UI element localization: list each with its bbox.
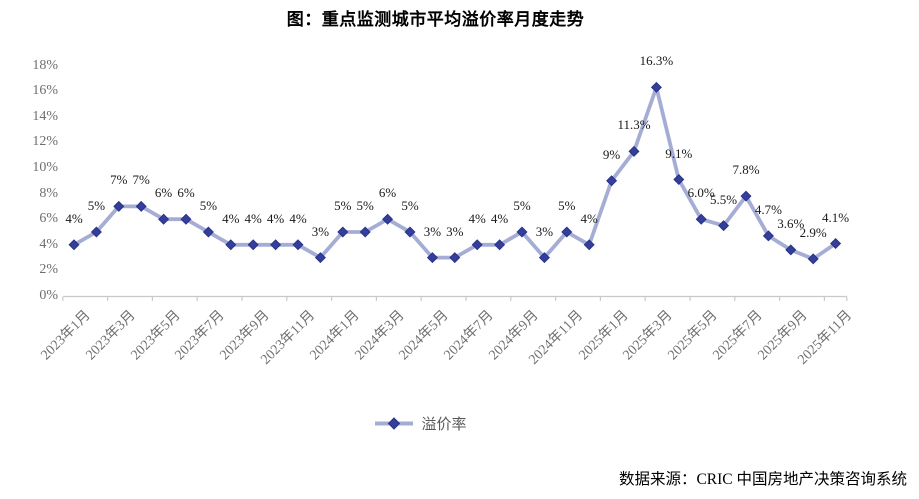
data-point-label: 9.1%: [665, 145, 693, 161]
data-point-label: 5%: [356, 198, 374, 213]
data-point-label: 3%: [535, 223, 554, 239]
data-point-marker: [292, 239, 304, 251]
data-point-label: 7%: [132, 172, 150, 188]
data-point-marker: [807, 253, 819, 265]
data-point-label: 4%: [244, 210, 262, 226]
data-point-label: 5%: [199, 198, 218, 213]
data-point-label: 4.1%: [822, 209, 850, 225]
data-point-label: 4%: [468, 210, 486, 226]
data-point-label: 5%: [513, 198, 531, 213]
data-point-marker: [113, 200, 125, 212]
data-point-label: 7.8%: [732, 162, 760, 178]
data-point-marker: [404, 226, 416, 238]
data-point-label: 7%: [110, 172, 128, 188]
data-point-label: 4%: [289, 210, 307, 226]
data-point-label: 4%: [65, 210, 83, 226]
data-point-label: 6%: [378, 185, 397, 201]
data-point-label: 4.7%: [754, 201, 782, 217]
data-point-marker: [225, 239, 237, 251]
source-note: 数据来源：CRIC 中国房地产决策咨询系统: [618, 471, 907, 488]
data-point-label: 4%: [266, 210, 285, 226]
y-axis-tick-label: 0%: [39, 288, 58, 303]
data-point-marker: [135, 200, 147, 212]
data-point-label: 5%: [401, 198, 419, 213]
data-point-label: 9%: [602, 146, 621, 162]
chart-title: 图：重点监测城市平均溢价率月度走势: [286, 10, 585, 29]
data-point-marker: [247, 239, 259, 251]
data-point-marker: [471, 239, 483, 251]
data-point-label: 3%: [423, 223, 442, 239]
y-axis-tick-label: 10%: [32, 160, 58, 175]
data-point-label: 5.5%: [710, 191, 738, 207]
y-axis-tick-label: 4%: [39, 236, 58, 252]
data-point-label: 6.0%: [687, 185, 715, 201]
y-axis-tick-label: 8%: [39, 185, 58, 201]
data-point-marker: [449, 252, 461, 264]
data-point-marker: [538, 252, 550, 264]
legend-line-marker-icon: [375, 417, 414, 430]
data-point-marker: [158, 213, 170, 225]
data-point-label: 6%: [177, 185, 195, 201]
y-axis-tick-label: 6%: [39, 211, 58, 227]
data-point-label: 5%: [87, 198, 106, 213]
y-axis-tick-label: 12%: [32, 134, 58, 150]
data-point-marker: [718, 220, 730, 232]
data-point-label: 4%: [580, 210, 598, 226]
y-axis-tick-label: 16%: [32, 83, 58, 99]
data-point-marker: [426, 252, 438, 264]
data-point-marker: [270, 239, 282, 251]
data-point-marker: [516, 226, 528, 238]
data-point-marker: [583, 239, 595, 251]
data-point-marker: [785, 244, 797, 256]
data-point-marker: [68, 239, 80, 251]
data-point-marker: [673, 174, 685, 186]
data-point-marker: [561, 226, 573, 238]
data-point-label: 5%: [558, 198, 576, 213]
data-point-label: 3.6%: [777, 215, 805, 231]
data-point-marker: [337, 226, 349, 238]
data-point-label: 4%: [222, 210, 240, 226]
legend: 溢价率: [0, 413, 841, 434]
data-point-marker: [202, 226, 214, 238]
data-point-marker: [314, 252, 326, 264]
data-point-label: 4%: [490, 210, 509, 226]
data-point-label: 3%: [446, 223, 464, 239]
legend-label: 溢价率: [421, 417, 467, 433]
y-axis-tick-label: 14%: [32, 108, 58, 124]
data-point-label: 5%: [334, 198, 352, 213]
data-point-marker: [180, 213, 192, 225]
data-point-marker: [90, 226, 102, 238]
data-point-marker: [695, 213, 707, 225]
data-point-marker: [830, 238, 842, 250]
data-point-label: 16.3%: [639, 53, 674, 69]
data-point-marker: [359, 226, 371, 238]
data-point-label: 6%: [154, 185, 173, 201]
data-point-label: 11.3%: [617, 117, 651, 133]
data-point-label: 2.9%: [799, 224, 827, 240]
y-axis-tick-label: 18%: [32, 57, 58, 73]
data-point-marker: [650, 81, 662, 93]
data-point-marker: [382, 213, 394, 225]
data-point-marker: [762, 230, 774, 242]
data-point-marker: [628, 145, 640, 157]
data-point-marker: [740, 190, 752, 202]
data-point-marker: [606, 175, 618, 187]
data-point-label: 3%: [311, 223, 330, 239]
y-axis-tick-label: 2%: [39, 262, 58, 278]
data-point-marker: [494, 239, 506, 251]
